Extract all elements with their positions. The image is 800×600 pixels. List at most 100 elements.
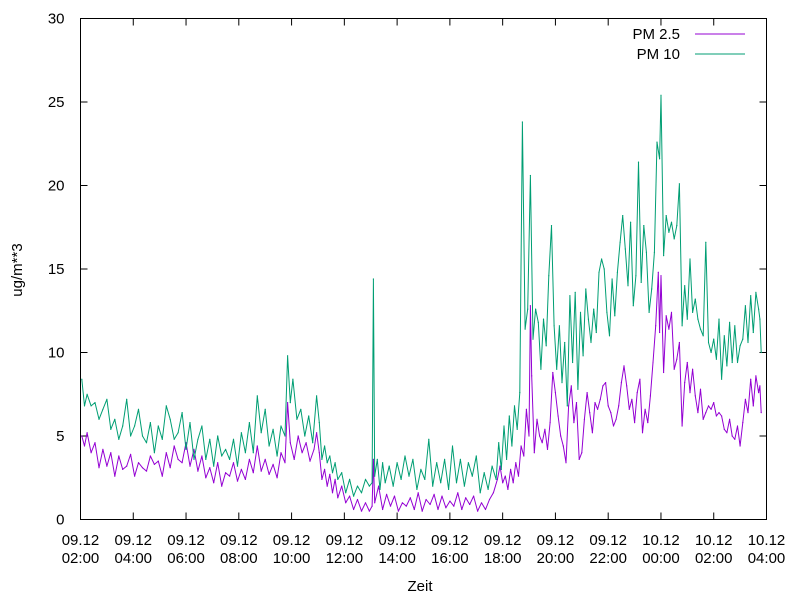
data-point [599, 398, 601, 400]
data-point [416, 488, 418, 490]
data-point [372, 458, 374, 460]
data-point [102, 448, 104, 450]
data-point [484, 508, 487, 511]
data-point [574, 291, 576, 293]
data-point [676, 358, 678, 360]
data-point [157, 425, 159, 427]
data-point [353, 508, 355, 511]
data-point [341, 485, 343, 487]
data-point [565, 462, 567, 464]
data-point [98, 418, 100, 420]
data-point [686, 361, 688, 364]
data-point [582, 355, 584, 357]
data-point [593, 308, 595, 310]
data-point [689, 392, 691, 394]
data-point [707, 341, 710, 344]
x-tick-label-time: 02:00 [695, 550, 733, 567]
data-point [601, 258, 603, 260]
data-point [296, 418, 298, 420]
x-tick-label-date: 09.12 [62, 532, 100, 549]
data-point [710, 408, 712, 410]
data-point [145, 470, 148, 472]
data-point [575, 402, 578, 404]
data-point [645, 251, 648, 253]
data-point [165, 452, 167, 454]
data-point [300, 408, 302, 410]
data-point [463, 485, 465, 487]
data-point [729, 321, 731, 323]
data-point [566, 405, 568, 407]
data-point [209, 467, 211, 469]
legend-label: PM 2.5 [632, 26, 680, 43]
data-point [739, 345, 741, 347]
x-tick-label-time: 04:00 [748, 550, 786, 567]
data-point [553, 325, 555, 327]
data-point [477, 510, 479, 512]
data-point [747, 341, 749, 344]
data-point [356, 498, 359, 501]
data-point [488, 498, 491, 501]
data-point [287, 402, 289, 404]
data-point [659, 158, 661, 160]
data-point [397, 510, 399, 512]
data-point [268, 473, 270, 475]
data-point [744, 305, 747, 307]
data-point [692, 368, 694, 370]
data-point [517, 475, 520, 477]
data-point [149, 422, 151, 424]
data-point [616, 271, 619, 273]
data-point [635, 275, 637, 277]
data-point [376, 458, 378, 460]
data-point [401, 502, 403, 504]
x-tick-label-time: 22:00 [589, 550, 627, 567]
data-point [660, 94, 662, 96]
y-axis-label: ug/m**3 [9, 243, 26, 296]
data-point [455, 482, 458, 484]
data-point [137, 462, 140, 464]
data-point [392, 485, 394, 487]
data-point [371, 505, 373, 507]
x-tick-label-date: 09.12 [220, 532, 258, 549]
data-point [349, 478, 351, 480]
data-point [205, 477, 207, 479]
data-point [758, 308, 760, 310]
data-point [334, 462, 336, 464]
x-tick-label-date: 10.12 [642, 532, 680, 549]
data-point [248, 458, 250, 460]
data-point [537, 321, 539, 323]
data-point [525, 408, 528, 410]
y-tick-label: 10 [48, 345, 65, 362]
data-point [393, 495, 396, 497]
data-point [465, 497, 467, 499]
x-tick-label-date: 09.12 [114, 532, 152, 549]
data-point [451, 445, 454, 447]
data-point [611, 278, 613, 280]
data-point [309, 460, 311, 462]
data-point [448, 488, 450, 490]
data-point [532, 338, 534, 340]
data-point [217, 435, 219, 437]
data-point [374, 475, 376, 477]
x-tick-label-date: 09.12 [326, 532, 364, 549]
data-point [713, 338, 715, 340]
data-point [676, 225, 678, 227]
data-point [697, 412, 699, 414]
data-point [372, 278, 374, 280]
data-point [292, 378, 294, 380]
data-point [134, 475, 136, 477]
data-point [511, 445, 513, 447]
data-point [341, 472, 343, 474]
data-point [316, 432, 318, 434]
data-point [585, 288, 587, 290]
x-tick-label-time: 10:00 [273, 550, 311, 567]
data-point [760, 351, 762, 354]
data-point [480, 502, 483, 504]
data-point [684, 285, 686, 287]
data-point [479, 492, 481, 494]
data-point [473, 495, 475, 497]
data-point [759, 318, 761, 320]
data-point [360, 510, 363, 512]
data-point [106, 465, 108, 467]
data-point [540, 368, 542, 370]
data-point [634, 422, 636, 424]
